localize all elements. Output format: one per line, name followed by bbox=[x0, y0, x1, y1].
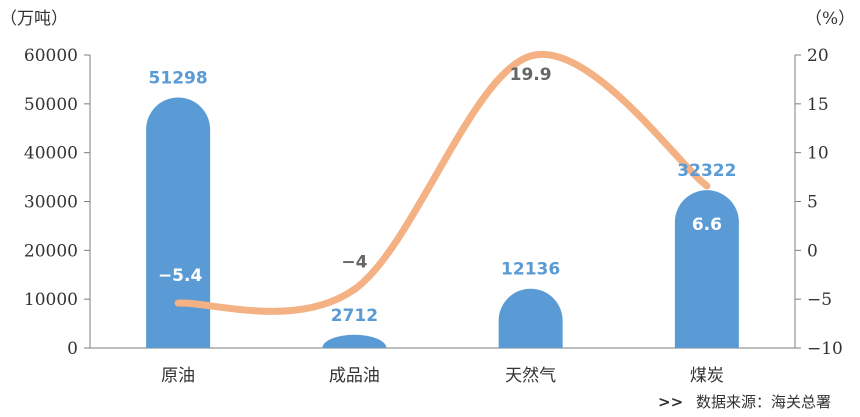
bar-value-label: 12136 bbox=[501, 260, 560, 280]
left-tick-label: 10000 bbox=[24, 290, 78, 310]
line-value-label: 19.9 bbox=[510, 65, 552, 85]
right-tick-label: 15 bbox=[807, 95, 829, 115]
left-tick-label: 50000 bbox=[24, 95, 78, 115]
left-axis-unit: （万吨） bbox=[0, 9, 68, 29]
growth-line bbox=[174, 50, 711, 315]
right-tick-label: −10 bbox=[807, 339, 843, 359]
left-tick-label: 30000 bbox=[24, 193, 78, 213]
right-axis-unit: （%） bbox=[805, 9, 855, 29]
line-value-label: 6.6 bbox=[692, 215, 722, 235]
category-label: 成品油 bbox=[329, 366, 380, 386]
right-tick-label: 5 bbox=[807, 193, 818, 213]
bar bbox=[146, 97, 211, 348]
data-labels: 51298 2712 12136 32322 −5.4 −4 19.9 6.6 bbox=[149, 65, 737, 326]
right-tick-label: −5 bbox=[807, 290, 832, 310]
right-tick-label: 10 bbox=[807, 144, 829, 164]
category-label: 天然气 bbox=[505, 366, 556, 386]
bar bbox=[674, 190, 739, 348]
source-note: >> 数据来源：海关总署 bbox=[658, 393, 831, 411]
bar bbox=[498, 288, 563, 348]
bar-value-label: 51298 bbox=[149, 68, 208, 88]
line-value-label: −4 bbox=[341, 252, 367, 272]
left-tick-label: 60000 bbox=[24, 46, 78, 66]
bar-value-label: 32322 bbox=[677, 161, 736, 181]
bar bbox=[322, 334, 387, 348]
right-tick-label: 0 bbox=[807, 241, 818, 261]
bar-value-label: 2712 bbox=[331, 306, 378, 326]
left-tick-label: 0 bbox=[67, 339, 78, 359]
source-text: 数据来源：海关总署 bbox=[696, 393, 831, 411]
right-tick-label: 20 bbox=[807, 46, 829, 66]
left-tick-label: 40000 bbox=[24, 144, 78, 164]
bars bbox=[146, 97, 739, 348]
axes: 0 10000 20000 30000 40000 50000 60000 −10 −5 0 5 10… bbox=[24, 46, 843, 386]
source-marker: >> bbox=[658, 393, 683, 411]
line-value-label: −5.4 bbox=[158, 266, 203, 286]
growth-line-layer bbox=[174, 50, 711, 315]
category-label: 煤炭 bbox=[690, 366, 724, 386]
category-label: 原油 bbox=[161, 366, 195, 386]
left-tick-label: 20000 bbox=[24, 241, 78, 261]
